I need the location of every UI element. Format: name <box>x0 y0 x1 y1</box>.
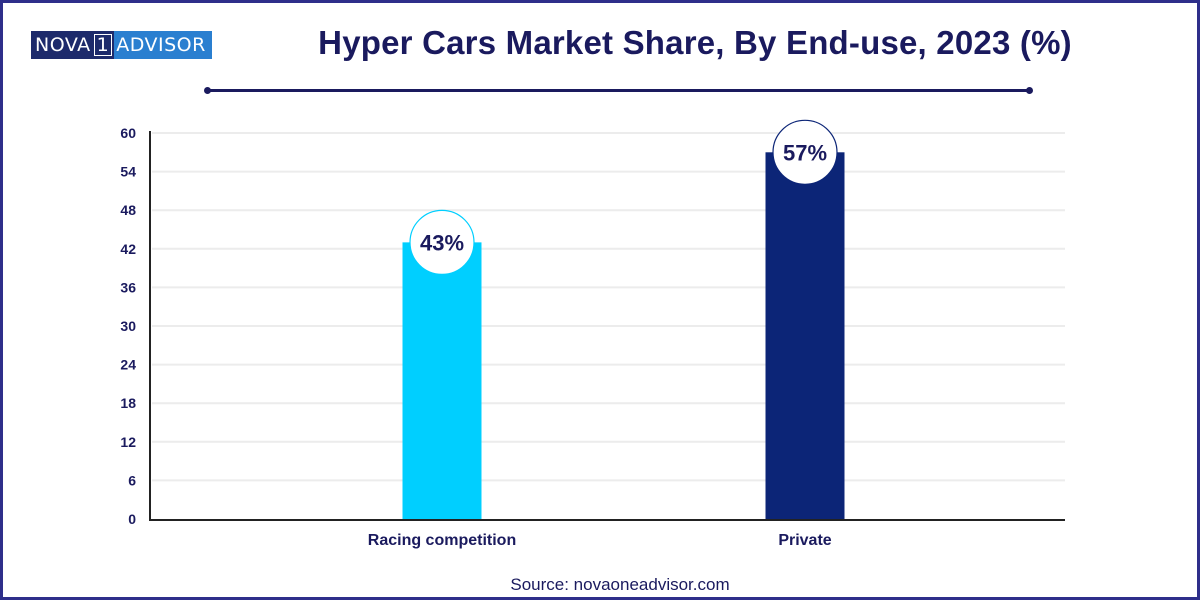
divider-right-dot <box>1026 87 1033 94</box>
logo-boxed-one: 1 <box>93 34 113 56</box>
y-tick-label: 54 <box>120 164 136 180</box>
divider-left-dot <box>204 87 211 94</box>
bars <box>402 152 845 520</box>
y-tick-label: 60 <box>120 125 136 141</box>
y-tick-label: 12 <box>120 434 136 450</box>
bar <box>765 152 845 520</box>
axes <box>149 131 1065 521</box>
title-divider <box>204 87 1033 94</box>
logo-dark-segment: NOVA 1 <box>31 31 115 59</box>
data-labels: 43% 57% <box>409 119 838 275</box>
y-tick-label: 30 <box>120 318 136 334</box>
data-label: 57% <box>783 140 827 165</box>
logo-text-advisor: ADVISOR <box>116 34 206 56</box>
y-tick-label: 36 <box>120 279 136 295</box>
data-label-bubble <box>772 119 838 185</box>
y-tick-label: 48 <box>120 202 136 218</box>
y-tick-label: 0 <box>128 511 136 527</box>
data-label-bubble <box>409 209 475 275</box>
x-tick-label: Private <box>778 532 831 549</box>
y-tick-label: 24 <box>120 357 136 373</box>
y-axis-ticks: 0 6 12 18 24 30 36 42 48 54 60 <box>120 125 136 527</box>
data-label: 43% <box>420 230 464 255</box>
y-tick-label: 6 <box>128 472 136 488</box>
source-note: Source: novaoneadvisor.com <box>510 575 730 594</box>
x-axis-labels: Racing competition Private <box>368 532 832 549</box>
logo-light-segment: ADVISOR <box>114 31 212 59</box>
y-tick-label: 42 <box>120 241 136 257</box>
chart-title: Hyper Cars Market Share, By End-use, 202… <box>318 24 1072 61</box>
gridlines <box>152 132 1065 482</box>
logo-text-nova: NOVA <box>35 34 91 56</box>
y-tick-label: 18 <box>120 395 136 411</box>
bar <box>402 242 482 519</box>
brand-logo: NOVA 1 ADVISOR <box>31 31 212 59</box>
x-tick-label: Racing competition <box>368 532 516 549</box>
